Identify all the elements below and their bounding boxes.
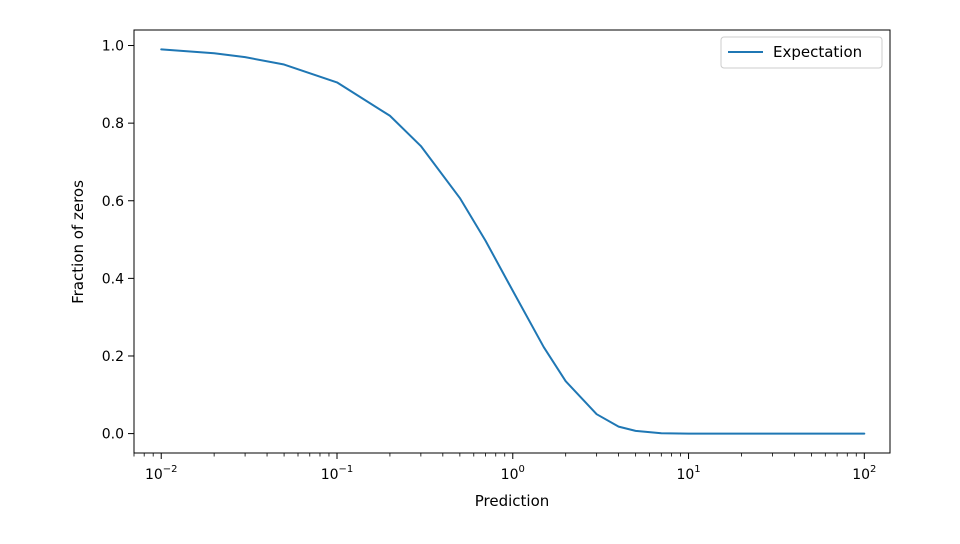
y-tick-label: 1.0 <box>102 39 124 55</box>
legend-box <box>720 36 883 69</box>
x-tick-label: 100 <box>501 464 525 483</box>
series-line-expectation <box>160 48 866 435</box>
y-tick-label: 0.6 <box>102 194 124 210</box>
x-tick-label: 10−1 <box>321 464 354 483</box>
plot-marks <box>160 48 866 435</box>
y-tick-label: 0.2 <box>102 349 124 365</box>
x-tick-label: 10−2 <box>145 464 178 483</box>
y-tick-label: 0.4 <box>102 271 124 287</box>
y-axis-ticks: 0.0 0.2 0.4 0.6 0.8 1.0 <box>102 39 134 443</box>
x-axis-label: Prediction <box>475 492 550 510</box>
legend-label: Expectation <box>773 43 862 61</box>
x-tick-label: 102 <box>852 464 876 483</box>
plot-frame <box>133 29 891 454</box>
x-axis-ticks: 10−2 10−1 100 101 102 <box>133 453 876 483</box>
y-axis-label: Fraction of zeros <box>69 180 87 304</box>
x-tick-label: 101 <box>676 464 700 483</box>
y-tick-label: 0.0 <box>102 427 124 443</box>
y-tick-label: 0.8 <box>102 116 124 132</box>
legend: Expectation <box>720 36 883 69</box>
